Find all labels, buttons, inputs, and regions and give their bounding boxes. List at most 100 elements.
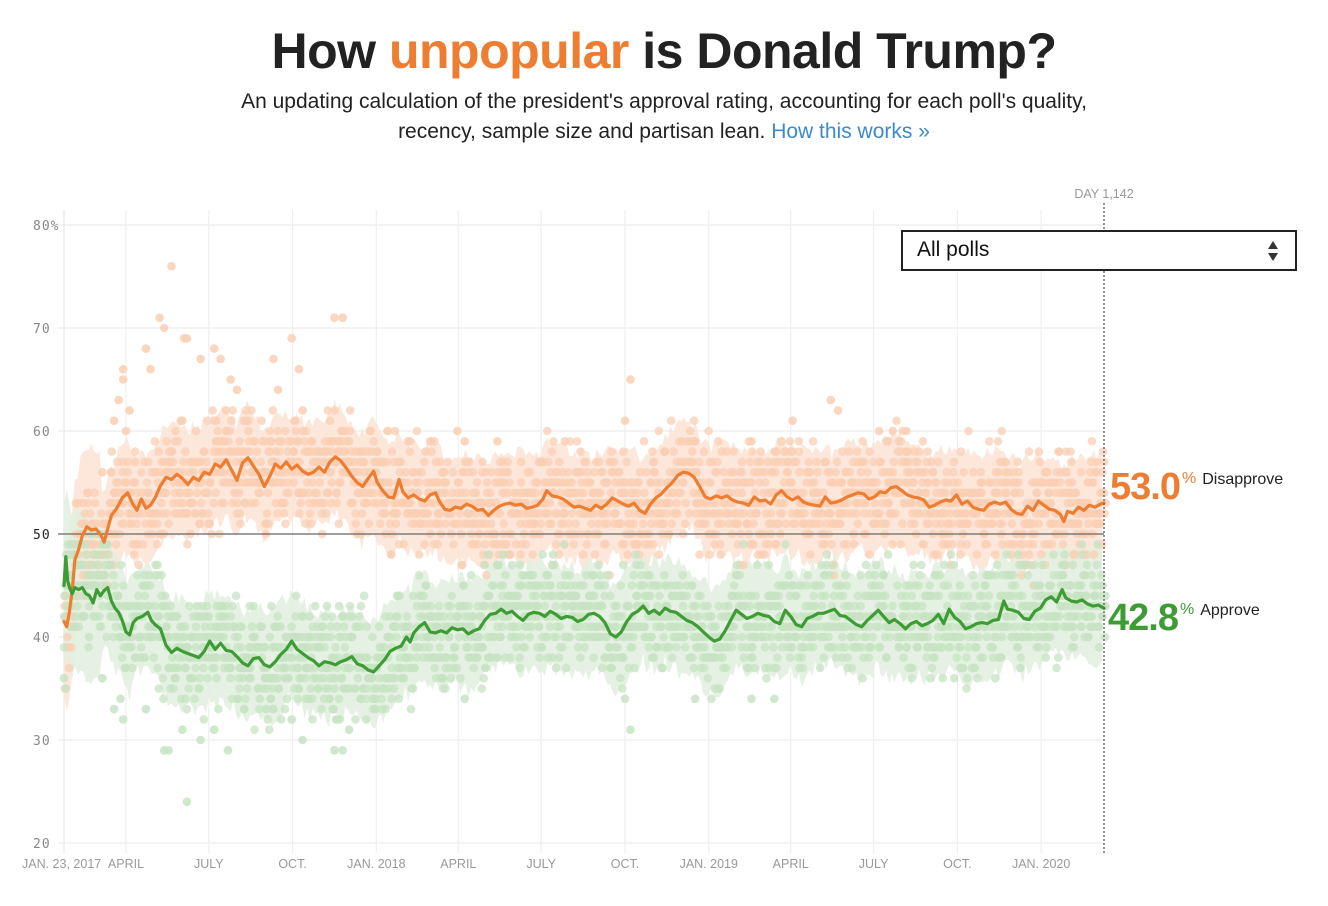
disapprove-poll-dot [785,437,795,446]
disapprove-poll-dot [750,488,760,498]
approve-poll-dot [102,550,112,559]
disapprove-poll-dot [196,498,206,508]
approve-poll-dot [1042,643,1051,652]
approve-poll-dot [1054,653,1063,662]
disapprove-poll-dot [904,457,914,467]
disapprove-poll-dot [420,540,429,549]
disapprove-poll-dot [590,509,600,518]
disapprove-poll-dot [185,488,194,498]
approve-poll-dot [287,622,296,631]
approve-poll-dot [180,663,190,673]
disapprove-poll-dot [883,498,893,508]
disapprove-poll-dot [486,488,495,498]
x-tick-label: APRIL [773,857,809,871]
approve-poll-dot [408,591,418,601]
approve-poll-dot [843,653,852,662]
disapprove-poll-dot [252,447,262,456]
disapprove-poll-dot [372,447,382,456]
disapprove-poll-dot [826,395,836,405]
disapprove-poll-dot [395,467,405,477]
disapprove-poll-dot [881,519,891,528]
approve-poll-dot [344,725,354,734]
disapprove-poll-dot [465,509,475,518]
disapprove-poll-dot [351,519,361,528]
disapprove-poll-dot [826,509,835,518]
approve-poll-dot [1076,622,1086,631]
approve-poll-dot [241,694,250,704]
disapprove-poll-dot [330,313,339,323]
disapprove-poll-dot [387,550,396,559]
approve-poll-dot [494,560,504,570]
approve-poll-dot [703,673,713,683]
approve-poll-dot [620,694,630,704]
approve-poll-dot [949,560,958,570]
approve-poll-dot [293,694,302,704]
disapprove-poll-dot [781,519,791,528]
disapprove-poll-dot [868,457,878,467]
disapprove-poll-dot [689,416,699,426]
disapprove-poll-dot [898,519,907,528]
approve-poll-dot [354,612,364,621]
approve-poll-dot [298,735,307,745]
approve-poll-dot [452,663,462,673]
disapprove-poll-dot [1045,498,1055,508]
disapprove-poll-dot [473,540,482,549]
disapprove-poll-dot [672,498,681,508]
approve-poll-dot [603,570,612,580]
approve-poll-dot [750,663,759,673]
disapprove-poll-dot [315,478,325,487]
approve-poll-dot [95,612,104,621]
disapprove-poll-dot [704,426,713,436]
approve-poll-dot [656,622,666,631]
approve-poll-dot [908,663,917,673]
approve-poll-dot [1087,612,1097,621]
approve-poll-dot [1016,653,1025,662]
approve-poll-dot [269,673,278,683]
disapprove-poll-dot [991,550,1000,559]
disapprove-poll-dot [468,467,478,477]
approve-poll-dot [691,601,700,611]
disapprove-poll-dot [257,416,267,426]
approve-poll-dot [117,653,127,662]
approve-poll-dot [133,570,142,580]
disapprove-poll-dot [142,478,152,487]
disapprove-poll-dot [774,519,783,528]
disapprove-poll-dot [812,457,821,467]
approve-poll-dot [301,673,310,683]
disapprove-poll-dot [289,478,299,487]
disapprove-poll-dot [503,467,513,477]
disapprove-poll-dot [870,498,880,508]
disapprove-poll-dot [915,488,924,498]
approve-poll-dot [307,694,317,704]
disapprove-value: 53.0 [1110,466,1181,508]
approve-poll-dot [974,632,983,642]
disapprove-poll-dot [220,467,229,477]
disapprove-poll-dot [833,406,843,415]
disapprove-poll-dot [853,519,862,528]
approve-poll-dot [981,581,990,590]
disapprove-poll-dot [856,467,866,477]
approve-poll-dot [387,694,397,704]
approve-poll-dot [246,673,256,683]
approve-poll-dot [1077,581,1086,590]
how-this-works-link[interactable]: How this works » [771,120,930,143]
disapprove-poll-dot [659,519,669,528]
page-title: How unpopular is Donald Trump? [0,22,1328,80]
approve-poll-dot [298,612,308,621]
approve-poll-dot [816,581,826,590]
disapprove-poll-dot [648,447,657,456]
approve-poll-dot [589,653,598,662]
approve-poll-dot [753,560,762,570]
disapprove-poll-dot [83,498,93,508]
disapprove-poll-dot [836,519,845,528]
disapprove-poll-dot [806,550,815,559]
disapprove-poll-dot [648,540,657,549]
approve-poll-dot [108,632,118,642]
disapprove-poll-dot [154,447,163,456]
approve-poll-dot [1041,653,1051,662]
approve-poll-dot [628,643,637,652]
approve-poll-dot [94,550,104,559]
approve-poll-dot [450,653,459,662]
poll-filter-select[interactable]: All polls [901,230,1297,271]
approve-poll-dot [237,622,246,631]
